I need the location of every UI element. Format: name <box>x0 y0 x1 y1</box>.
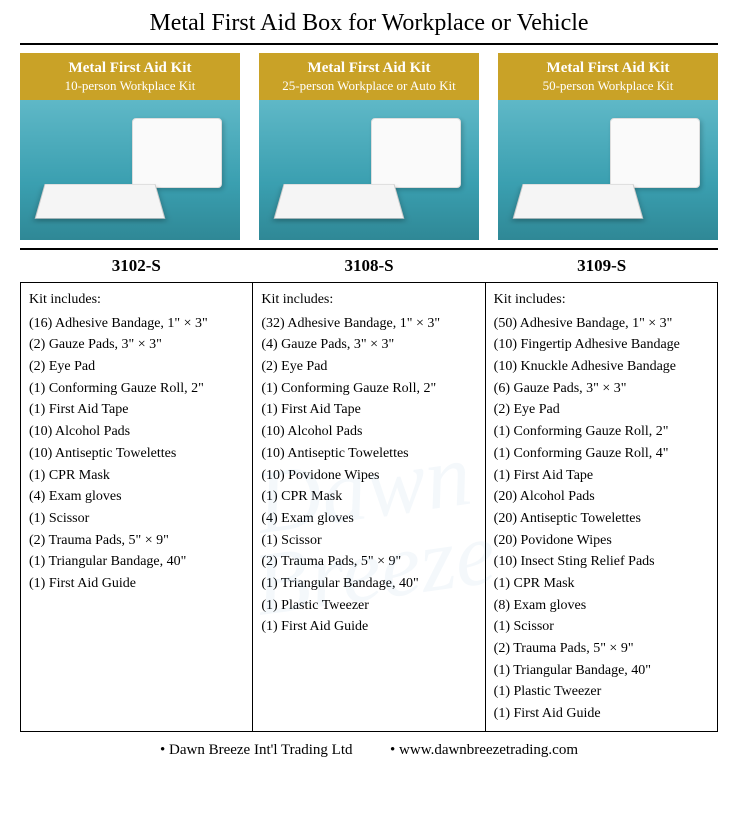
kit-illustration <box>274 184 405 219</box>
includes-label-0: Kit includes: <box>29 289 244 311</box>
list-item: (1) Scissor <box>494 616 709 638</box>
page: Metal First Aid Box for Workplace or Veh… <box>0 0 738 779</box>
list-item: (1) Scissor <box>29 508 244 530</box>
list-item: (1) Conforming Gauze Roll, 2" <box>29 378 244 400</box>
items-list-2: (50) Adhesive Bandage, 1" × 3"(10) Finge… <box>494 313 709 725</box>
sku-0: 3102-S <box>20 256 253 276</box>
list-item: (4) Exam gloves <box>29 486 244 508</box>
list-item: (10) Alcohol Pads <box>29 421 244 443</box>
kit-illustration <box>513 184 644 219</box>
kit-illustration <box>371 118 461 188</box>
list-item: (2) Eye Pad <box>261 356 476 378</box>
kit-illustration <box>610 118 700 188</box>
list-item: (10) Antiseptic Towelettes <box>261 443 476 465</box>
list-item: (2) Eye Pad <box>494 399 709 421</box>
list-item: (6) Gauze Pads, 3" × 3" <box>494 378 709 400</box>
list-item: (10) Alcohol Pads <box>261 421 476 443</box>
list-item: (1) Plastic Tweezer <box>494 681 709 703</box>
list-item: (1) First Aid Tape <box>29 399 244 421</box>
list-item: (1) Conforming Gauze Roll, 2" <box>261 378 476 400</box>
sku-1: 3108-S <box>253 256 486 276</box>
product-header-line2-1: 25-person Workplace or Auto Kit <box>263 78 475 94</box>
product-photo-0 <box>20 100 240 240</box>
list-item: (1) Triangular Bandage, 40" <box>261 573 476 595</box>
list-item: (2) Eye Pad <box>29 356 244 378</box>
kits-col-0: Kit includes: (16) Adhesive Bandage, 1" … <box>21 283 253 731</box>
list-item: (10) Knuckle Adhesive Bandage <box>494 356 709 378</box>
footer-company: Dawn Breeze Int'l Trading Ltd <box>169 742 353 758</box>
items-list-0: (16) Adhesive Bandage, 1" × 3"(2) Gauze … <box>29 313 244 595</box>
rule-mid <box>20 248 718 250</box>
list-item: (2) Trauma Pads, 5" × 9" <box>29 530 244 552</box>
product-header-line1-2: Metal First Aid Kit <box>502 59 714 78</box>
list-item: (2) Trauma Pads, 5" × 9" <box>494 638 709 660</box>
kit-illustration <box>132 118 222 188</box>
list-item: (50) Adhesive Bandage, 1" × 3" <box>494 313 709 335</box>
product-card-2: Metal First Aid Kit 50-person Workplace … <box>498 53 718 240</box>
list-item: (1) Triangular Bandage, 40" <box>494 660 709 682</box>
footer-website: www.dawnbreezetrading.com <box>399 742 578 758</box>
kits-col-2: Kit includes: (50) Adhesive Bandage, 1" … <box>486 283 717 731</box>
product-header-2: Metal First Aid Kit 50-person Workplace … <box>498 53 718 100</box>
product-header-line1-0: Metal First Aid Kit <box>24 59 236 78</box>
list-item: (2) Gauze Pads, 3" × 3" <box>29 334 244 356</box>
product-photo-1 <box>259 100 479 240</box>
product-header-line2-2: 50-person Workplace Kit <box>502 78 714 94</box>
list-item: (1) First Aid Guide <box>494 703 709 725</box>
sku-2: 3109-S <box>485 256 718 276</box>
product-images-row: Metal First Aid Kit 10-person Workplace … <box>20 53 718 240</box>
list-item: (10) Povidone Wipes <box>261 465 476 487</box>
product-header-line2-0: 10-person Workplace Kit <box>24 78 236 94</box>
list-item: (4) Gauze Pads, 3" × 3" <box>261 334 476 356</box>
list-item: (1) CPR Mask <box>261 486 476 508</box>
list-item: (1) Conforming Gauze Roll, 4" <box>494 443 709 465</box>
product-header-0: Metal First Aid Kit 10-person Workplace … <box>20 53 240 100</box>
list-item: (1) CPR Mask <box>29 465 244 487</box>
list-item: (1) Plastic Tweezer <box>261 595 476 617</box>
list-item: (1) CPR Mask <box>494 573 709 595</box>
list-item: (10) Fingertip Adhesive Bandage <box>494 334 709 356</box>
product-card-0: Metal First Aid Kit 10-person Workplace … <box>20 53 240 240</box>
list-item: (4) Exam gloves <box>261 508 476 530</box>
list-item: (1) First Aid Guide <box>29 573 244 595</box>
footer: • Dawn Breeze Int'l Trading Ltd • www.da… <box>20 742 718 759</box>
list-item: (32) Adhesive Bandage, 1" × 3" <box>261 313 476 335</box>
list-item: (1) First Aid Guide <box>261 616 476 638</box>
list-item: (1) First Aid Tape <box>261 399 476 421</box>
list-item: (1) Scissor <box>261 530 476 552</box>
list-item: (20) Alcohol Pads <box>494 486 709 508</box>
list-item: (1) Conforming Gauze Roll, 2" <box>494 421 709 443</box>
kit-illustration <box>35 184 166 219</box>
kits-table: DawnBreeze Kit includes: (16) Adhesive B… <box>20 282 718 732</box>
product-photo-2 <box>498 100 718 240</box>
sku-row: 3102-S 3108-S 3109-S <box>20 256 718 276</box>
items-list-1: (32) Adhesive Bandage, 1" × 3"(4) Gauze … <box>261 313 476 638</box>
list-item: (1) Triangular Bandage, 40" <box>29 551 244 573</box>
product-card-1: Metal First Aid Kit 25-person Workplace … <box>259 53 479 240</box>
list-item: (20) Antiseptic Towelettes <box>494 508 709 530</box>
list-item: (1) First Aid Tape <box>494 465 709 487</box>
kits-col-1: Kit includes: (32) Adhesive Bandage, 1" … <box>253 283 485 731</box>
includes-label-1: Kit includes: <box>261 289 476 311</box>
product-header-1: Metal First Aid Kit 25-person Workplace … <box>259 53 479 100</box>
list-item: (2) Trauma Pads, 5" × 9" <box>261 551 476 573</box>
list-item: (10) Insect Sting Relief Pads <box>494 551 709 573</box>
rule-top <box>20 43 718 45</box>
list-item: (8) Exam gloves <box>494 595 709 617</box>
includes-label-2: Kit includes: <box>494 289 709 311</box>
list-item: (10) Antiseptic Towelettes <box>29 443 244 465</box>
page-title: Metal First Aid Box for Workplace or Veh… <box>20 10 718 37</box>
product-header-line1-1: Metal First Aid Kit <box>263 59 475 78</box>
list-item: (16) Adhesive Bandage, 1" × 3" <box>29 313 244 335</box>
list-item: (20) Povidone Wipes <box>494 530 709 552</box>
